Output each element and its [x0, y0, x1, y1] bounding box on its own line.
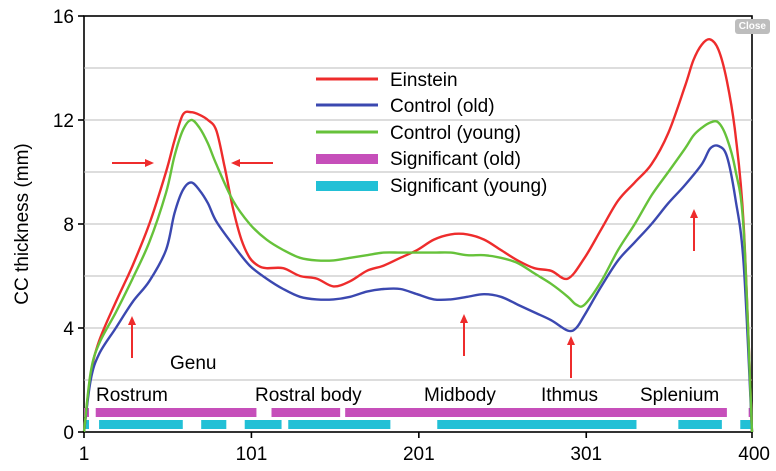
significance-segment	[244, 420, 282, 429]
legend-label-control-old: Control (old)	[390, 96, 495, 117]
region-label-rostral-body: Rostral body	[255, 385, 362, 406]
region-label-genu: Genu	[170, 353, 216, 374]
significance-segment	[678, 420, 722, 429]
x-tick-label: 400	[738, 444, 770, 465]
arrow-up-splenium	[690, 209, 698, 251]
region-label-splenium: Splenium	[640, 385, 719, 406]
y-tick-label: 8	[63, 215, 74, 236]
legend-label-significant-young: Significant (young)	[390, 176, 547, 197]
legend-swatch-significant-old	[316, 154, 378, 164]
series-line-0	[82, 38, 754, 433]
legend-label-einstein: Einstein	[390, 70, 458, 91]
series-line-1	[82, 144, 754, 433]
significance-segment	[437, 420, 637, 429]
arrow-up-rostrum	[128, 316, 136, 358]
significance-segment	[740, 420, 752, 429]
series-lines	[82, 38, 754, 433]
significance-segment	[99, 420, 183, 429]
y-axis-label: CC thickness (mm)	[12, 143, 33, 305]
x-tick-label: 201	[403, 444, 435, 465]
axis-ticks: 0 4 8 12 16 1 101 201 301 400	[53, 7, 770, 465]
significance-segment	[95, 408, 257, 417]
annotation-arrows	[112, 159, 698, 378]
y-tick-label: 12	[53, 111, 74, 132]
significance-segment	[201, 420, 227, 429]
arrow-up-ithmus	[567, 336, 575, 378]
significance-segment	[84, 420, 90, 429]
series-line-2	[82, 118, 754, 433]
y-tick-label: 0	[63, 423, 74, 444]
grid-lines	[84, 67, 752, 381]
legend: Einstein Control (old) Control (young) S…	[316, 70, 547, 197]
close-button[interactable]: Close	[734, 19, 770, 34]
significance-segment	[345, 408, 727, 417]
x-tick-label: 101	[236, 444, 268, 465]
region-label-rostrum: Rostrum	[96, 385, 168, 406]
legend-swatch-significant-young	[316, 181, 378, 191]
significance-segment	[271, 408, 341, 417]
significance-segment	[288, 420, 391, 429]
x-tick-label: 301	[570, 444, 602, 465]
legend-label-control-young: Control (young)	[390, 123, 521, 144]
region-label-ithmus: Ithmus	[541, 385, 598, 406]
arrow-right-genu	[112, 159, 154, 167]
legend-label-significant-old: Significant (old)	[390, 149, 521, 170]
x-tick-label: 1	[79, 444, 90, 465]
y-tick-label: 16	[53, 7, 74, 28]
y-tick-label: 4	[63, 319, 74, 340]
region-label-midbody: Midbody	[424, 385, 496, 406]
arrow-up-midbody	[460, 314, 468, 356]
arrow-left-genu	[231, 159, 273, 167]
